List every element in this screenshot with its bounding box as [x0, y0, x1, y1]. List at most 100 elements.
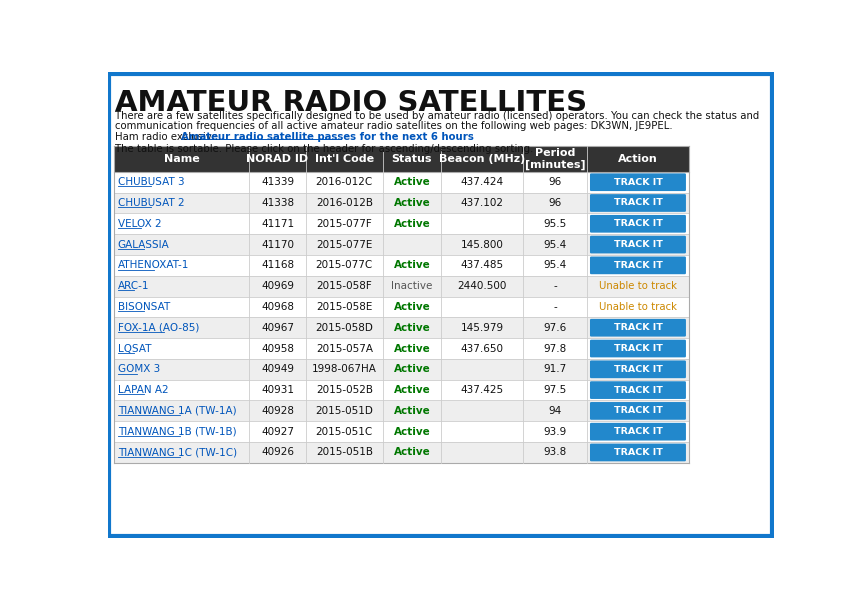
Bar: [306, 338, 383, 359]
Bar: [587, 146, 689, 172]
Bar: [441, 234, 523, 255]
Text: 96: 96: [549, 198, 562, 208]
Bar: [441, 442, 523, 463]
Bar: [587, 442, 689, 463]
Text: Beacon (MHz): Beacon (MHz): [439, 154, 525, 164]
Text: 93.8: 93.8: [544, 448, 567, 457]
Bar: [441, 297, 523, 317]
Bar: [383, 146, 441, 172]
Text: Action: Action: [618, 154, 658, 164]
Text: NORAD ID: NORAD ID: [247, 154, 309, 164]
Bar: [249, 172, 306, 193]
Text: Status: Status: [391, 154, 433, 164]
Bar: [383, 234, 441, 255]
FancyBboxPatch shape: [590, 423, 686, 440]
Text: Active: Active: [394, 406, 430, 416]
Text: 2015-058F: 2015-058F: [316, 281, 372, 291]
Bar: [383, 255, 441, 276]
Bar: [114, 193, 249, 213]
Text: TRACK IT: TRACK IT: [613, 385, 662, 394]
Bar: [114, 234, 249, 255]
Bar: [249, 193, 306, 213]
Bar: [523, 297, 587, 317]
Text: 40931: 40931: [261, 385, 294, 395]
Bar: [306, 213, 383, 234]
Bar: [383, 297, 441, 317]
FancyBboxPatch shape: [590, 173, 686, 191]
Text: TIANWANG 1A (TW-1A): TIANWANG 1A (TW-1A): [118, 406, 236, 416]
Text: Unable to track: Unable to track: [599, 302, 677, 312]
Bar: [587, 234, 689, 255]
Bar: [306, 400, 383, 422]
Text: 40969: 40969: [261, 281, 294, 291]
Text: 2015-077F: 2015-077F: [316, 219, 372, 229]
Bar: [114, 380, 249, 400]
Bar: [523, 400, 587, 422]
Text: Active: Active: [394, 448, 430, 457]
Text: 2015-051C: 2015-051C: [316, 426, 373, 437]
Text: 145.800: 145.800: [461, 240, 504, 249]
Bar: [114, 255, 249, 276]
Bar: [523, 422, 587, 442]
Bar: [383, 172, 441, 193]
Text: GOMX 3: GOMX 3: [118, 364, 160, 374]
Text: BISONSAT: BISONSAT: [118, 302, 169, 312]
FancyBboxPatch shape: [590, 339, 686, 358]
Text: Active: Active: [394, 426, 430, 437]
Text: TRACK IT: TRACK IT: [613, 240, 662, 249]
Bar: [114, 400, 249, 422]
Text: 437.424: 437.424: [461, 177, 504, 187]
Text: 40928: 40928: [261, 406, 294, 416]
Bar: [587, 172, 689, 193]
Text: 145.979: 145.979: [461, 323, 504, 333]
Bar: [523, 338, 587, 359]
Bar: [306, 193, 383, 213]
Text: Unable to track: Unable to track: [599, 281, 677, 291]
Text: Amateur radio satellite passes for the next 6 hours: Amateur radio satellite passes for the n…: [181, 132, 474, 142]
FancyBboxPatch shape: [590, 381, 686, 399]
Bar: [383, 422, 441, 442]
Text: 437.485: 437.485: [461, 260, 504, 271]
Bar: [249, 442, 306, 463]
Bar: [441, 380, 523, 400]
Text: 2440.500: 2440.500: [458, 281, 507, 291]
Text: TRACK IT: TRACK IT: [613, 178, 662, 187]
Bar: [587, 255, 689, 276]
Text: TRACK IT: TRACK IT: [613, 427, 662, 436]
Text: Int'l Code: Int'l Code: [315, 154, 374, 164]
Bar: [441, 422, 523, 442]
Bar: [114, 338, 249, 359]
Text: The table is sortable. Please click on the header for ascending/descending sorti: The table is sortable. Please click on t…: [115, 144, 533, 154]
Bar: [587, 338, 689, 359]
Bar: [114, 359, 249, 380]
Text: 40949: 40949: [261, 364, 294, 374]
Bar: [523, 234, 587, 255]
Bar: [383, 338, 441, 359]
Bar: [523, 359, 587, 380]
Text: Active: Active: [394, 323, 430, 333]
Text: TRACK IT: TRACK IT: [613, 323, 662, 332]
Bar: [441, 359, 523, 380]
Text: 97.6: 97.6: [544, 323, 567, 333]
Text: 41168: 41168: [261, 260, 294, 271]
Text: Active: Active: [394, 260, 430, 271]
Bar: [383, 442, 441, 463]
Bar: [523, 317, 587, 338]
Text: 2015-051D: 2015-051D: [316, 406, 373, 416]
Bar: [249, 338, 306, 359]
Text: TIANWANG 1B (TW-1B): TIANWANG 1B (TW-1B): [118, 426, 236, 437]
Text: 40926: 40926: [261, 448, 294, 457]
Bar: [383, 213, 441, 234]
Text: 2016-012C: 2016-012C: [316, 177, 373, 187]
Text: ARC-1: ARC-1: [118, 281, 149, 291]
Text: 437.425: 437.425: [461, 385, 504, 395]
Text: 97.8: 97.8: [544, 344, 567, 353]
Text: 2015-058D: 2015-058D: [316, 323, 373, 333]
Bar: [114, 422, 249, 442]
Bar: [383, 276, 441, 297]
Text: Active: Active: [394, 177, 430, 187]
Text: 437.102: 437.102: [461, 198, 504, 208]
Bar: [383, 193, 441, 213]
Text: TRACK IT: TRACK IT: [613, 219, 662, 228]
Text: communication frequencies of all active amateur radio satellites on the followin: communication frequencies of all active …: [115, 121, 673, 131]
